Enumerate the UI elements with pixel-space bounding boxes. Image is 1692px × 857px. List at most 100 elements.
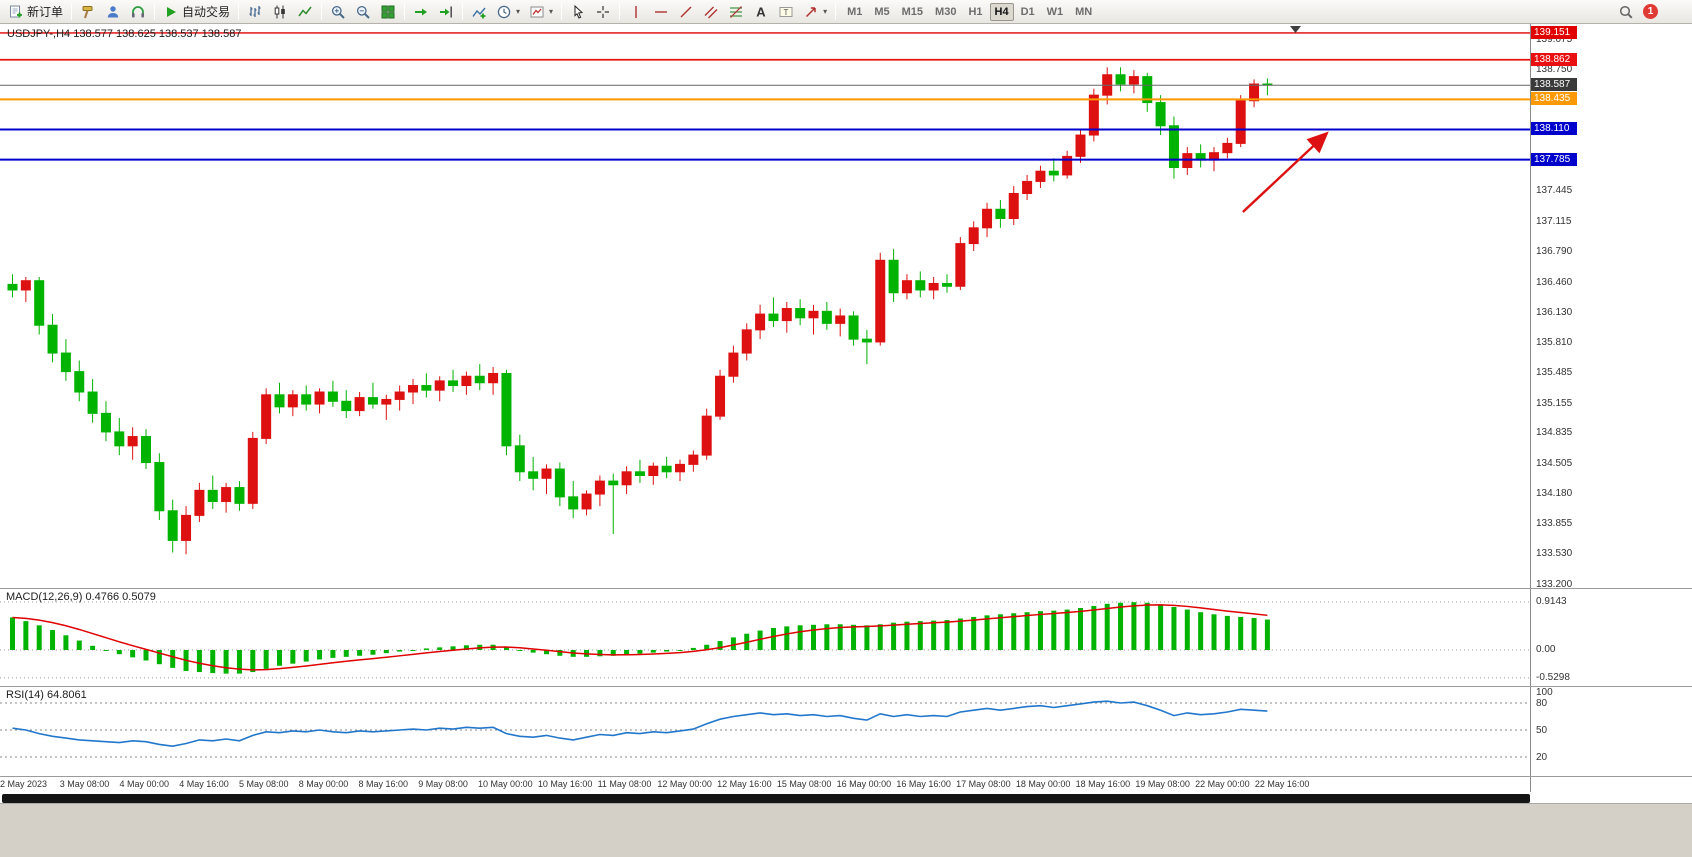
chart-shift-icon bbox=[440, 6, 453, 17]
candle bbox=[221, 487, 232, 502]
candle bbox=[247, 437, 258, 504]
candle bbox=[501, 372, 512, 447]
vertical-line-icon bbox=[635, 5, 637, 18]
timeframe-button-m15[interactable]: M15 bbox=[897, 3, 928, 21]
pane-separator[interactable] bbox=[0, 588, 1692, 589]
periods-button[interactable]: ▾ bbox=[492, 2, 524, 22]
candle bbox=[488, 372, 499, 384]
candle bbox=[408, 385, 418, 393]
candle bbox=[394, 391, 405, 400]
timeframe-button-m5[interactable]: M5 bbox=[869, 3, 894, 21]
bar-chart-button[interactable] bbox=[243, 2, 267, 22]
price-axis-tick: 137.445 bbox=[1536, 185, 1573, 197]
price-axis-tick: 136.460 bbox=[1536, 276, 1573, 288]
text-label-button[interactable]: T bbox=[774, 2, 798, 22]
candle bbox=[808, 310, 819, 319]
chevron-down-icon: ▾ bbox=[516, 7, 521, 16]
autotrade-label: 自动交易 bbox=[182, 5, 231, 19]
price-axis-tick: 136.130 bbox=[1536, 307, 1573, 319]
text-tool-button[interactable]: A bbox=[749, 2, 773, 22]
candle bbox=[1168, 125, 1179, 169]
vertical-line-button[interactable] bbox=[624, 2, 648, 22]
candle bbox=[100, 412, 111, 433]
timeframe-button-m1[interactable]: M1 bbox=[842, 3, 867, 21]
candle bbox=[861, 338, 872, 343]
fibonacci-button[interactable] bbox=[724, 2, 748, 22]
candle bbox=[354, 397, 365, 412]
cursor-button[interactable] bbox=[566, 2, 590, 22]
templates-button[interactable]: ▾ bbox=[525, 2, 557, 22]
timeframe-button-w1[interactable]: W1 bbox=[1042, 3, 1069, 21]
price-line-label: 138.862 bbox=[1531, 52, 1577, 66]
candle bbox=[821, 310, 832, 324]
crosshair-button[interactable] bbox=[591, 2, 615, 22]
time-axis-label: 12 May 16:00 bbox=[717, 779, 772, 789]
candle bbox=[461, 375, 472, 387]
new-order-label: 新订单 bbox=[27, 5, 64, 19]
chart-title: USDJPY-,H4 138.577 138.625 138.537 138.5… bbox=[7, 28, 242, 40]
horizontal-line-button[interactable] bbox=[649, 2, 673, 22]
line-chart-button[interactable] bbox=[293, 2, 317, 22]
horizontal-scrollbar[interactable] bbox=[2, 794, 1530, 803]
price-axis-tick: 134.180 bbox=[1536, 488, 1573, 500]
pane-separator bbox=[0, 776, 1692, 777]
timeframe-button-h1[interactable]: H1 bbox=[963, 3, 987, 21]
zoom-out-button[interactable] bbox=[351, 2, 375, 22]
toolbar-separator bbox=[321, 3, 323, 20]
candlestick-chart-icon bbox=[274, 5, 285, 18]
chevron-down-icon: ▾ bbox=[823, 7, 828, 16]
candle bbox=[60, 352, 71, 373]
time-axis-label: 16 May 00:00 bbox=[836, 779, 892, 789]
timeframe-button-m30[interactable]: M30 bbox=[930, 3, 961, 21]
profile-button[interactable] bbox=[101, 2, 125, 22]
candle bbox=[7, 283, 18, 291]
trendline-button[interactable] bbox=[674, 2, 698, 22]
candle bbox=[421, 385, 432, 391]
auto-scroll-button[interactable] bbox=[409, 2, 433, 22]
search-button[interactable] bbox=[1614, 2, 1638, 22]
candle bbox=[541, 468, 552, 479]
tools-button[interactable] bbox=[76, 2, 100, 22]
new-order-button[interactable]: 新订单 bbox=[4, 2, 67, 22]
candlestick-chart-button[interactable] bbox=[268, 2, 292, 22]
candle bbox=[621, 471, 632, 486]
autotrade-button[interactable]: 自动交易 bbox=[159, 2, 234, 22]
macd-axis-tick: 0.9143 bbox=[1536, 595, 1567, 607]
price-axis-tick: 135.810 bbox=[1536, 336, 1573, 348]
rsi-panel[interactable] bbox=[0, 687, 1530, 776]
timeframe-button-d1[interactable]: D1 bbox=[1016, 3, 1040, 21]
time-axis-label: 22 May 00:00 bbox=[1195, 779, 1250, 789]
candle bbox=[1075, 134, 1086, 157]
toolbar-separator bbox=[154, 3, 156, 20]
rsi-axis-tick: 100 bbox=[1536, 687, 1553, 698]
channel-button[interactable] bbox=[699, 2, 723, 22]
timeframe-group: M1 M5 M15 M30 H1 H4 D1 W1 MN bbox=[842, 2, 1097, 21]
candle bbox=[982, 208, 993, 229]
timeframe-button-mn[interactable]: MN bbox=[1070, 3, 1097, 21]
time-axis-label: 4 May 00:00 bbox=[119, 779, 170, 789]
chart-shift-button[interactable] bbox=[434, 2, 458, 22]
arrows-tool-button[interactable]: ▾ bbox=[799, 2, 831, 22]
pane-separator[interactable] bbox=[0, 686, 1692, 687]
macd-panel[interactable] bbox=[0, 589, 1530, 686]
candlestick-chart[interactable] bbox=[0, 24, 1530, 588]
indicators-icon bbox=[472, 7, 486, 18]
tile-windows-button[interactable] bbox=[376, 2, 400, 22]
text-label-icon: T bbox=[779, 6, 793, 17]
clock-icon bbox=[497, 5, 511, 18]
indicators-button[interactable] bbox=[467, 2, 491, 22]
candle bbox=[287, 394, 298, 408]
time-axis[interactable] bbox=[0, 776, 1530, 792]
timeframe-button-h4[interactable]: H4 bbox=[989, 2, 1014, 21]
arrow-annotation[interactable] bbox=[1242, 131, 1329, 213]
text-icon: A bbox=[756, 4, 766, 19]
hammer-icon bbox=[82, 5, 93, 18]
zoom-in-button[interactable] bbox=[326, 2, 350, 22]
support-button[interactable] bbox=[126, 2, 150, 22]
price-axis[interactable] bbox=[1530, 24, 1692, 792]
chart-window: USDJPY-,H4 138.577 138.625 138.537 138.5… bbox=[0, 24, 1692, 857]
candle bbox=[20, 280, 31, 291]
notifications-button[interactable]: 1 bbox=[1639, 2, 1662, 22]
toolbar-separator bbox=[561, 3, 563, 20]
price-axis-tick: 133.855 bbox=[1536, 518, 1573, 530]
